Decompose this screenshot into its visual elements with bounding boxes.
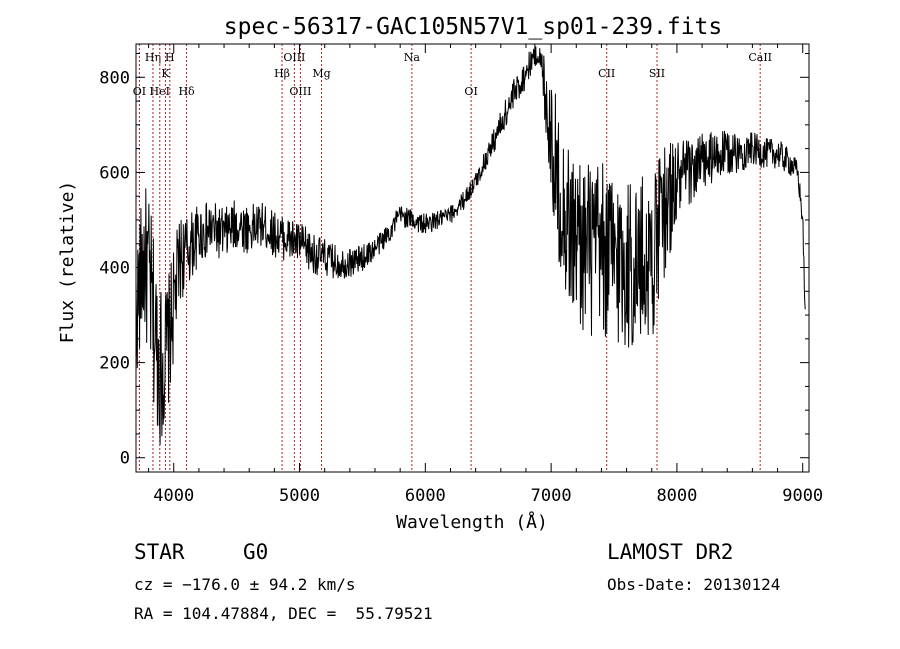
chart-title: spec-56317-GAC105N57V1_sp01-239.fits xyxy=(224,14,723,40)
object-class: STAR xyxy=(134,540,185,564)
y-tick-label-400: 400 xyxy=(99,259,130,279)
axes: 4000 5000 6000 7000 8000 9000 0 200 400 600 800 xyxy=(99,43,823,506)
line-label-8: OIII xyxy=(289,85,311,98)
line-label-13: SII xyxy=(649,67,665,80)
line-label-7: OIII xyxy=(283,51,305,64)
x-tick-label-9000: 9000 xyxy=(782,486,823,506)
spectrum-line-group xyxy=(135,44,806,445)
y-tick-label-0: 0 xyxy=(120,449,130,469)
line-label-4: H xyxy=(165,51,175,64)
line-label-10: Na xyxy=(404,51,421,64)
x-tick-label-7000: 7000 xyxy=(531,486,572,506)
y-axis-label: Flux (relative) xyxy=(57,181,78,344)
line-label-11: OI xyxy=(464,85,477,98)
object-subclass: G0 xyxy=(243,540,269,564)
x-tick-label-5000: 5000 xyxy=(279,486,320,506)
line-label-1: Hη xyxy=(145,51,161,64)
redshift-text: cz = −176.0 ± 94.2 km/s xyxy=(134,575,356,594)
line-label-9: Mg xyxy=(312,67,330,80)
x-tick-label-4000: 4000 xyxy=(153,486,194,506)
line-label-14: CaII xyxy=(748,51,772,64)
line-label-12: CII xyxy=(598,67,615,80)
line-label-6: Hβ xyxy=(274,67,290,80)
spectrum-line xyxy=(135,44,806,445)
coordinates-text: RA = 104.47884, DEC = 55.79521 xyxy=(134,604,433,623)
plot-frame xyxy=(135,43,810,473)
line-label-5: Hδ xyxy=(178,85,195,98)
x-tick-label-8000: 8000 xyxy=(656,486,697,506)
x-tick-label-6000: 6000 xyxy=(405,486,446,506)
y-tick-label-200: 200 xyxy=(99,354,130,374)
obs-date-text: Obs-Date: 20130124 xyxy=(607,575,781,594)
x-axis-label: Wavelength (Å) xyxy=(396,511,548,533)
line-label-3: K xyxy=(161,67,170,80)
y-tick-label-600: 600 xyxy=(99,163,130,183)
line-label-2: HeI xyxy=(150,85,170,98)
line-label-0: OI xyxy=(133,85,146,98)
survey-name: LAMOST DR2 xyxy=(607,540,734,564)
y-tick-label-800: 800 xyxy=(99,68,130,88)
